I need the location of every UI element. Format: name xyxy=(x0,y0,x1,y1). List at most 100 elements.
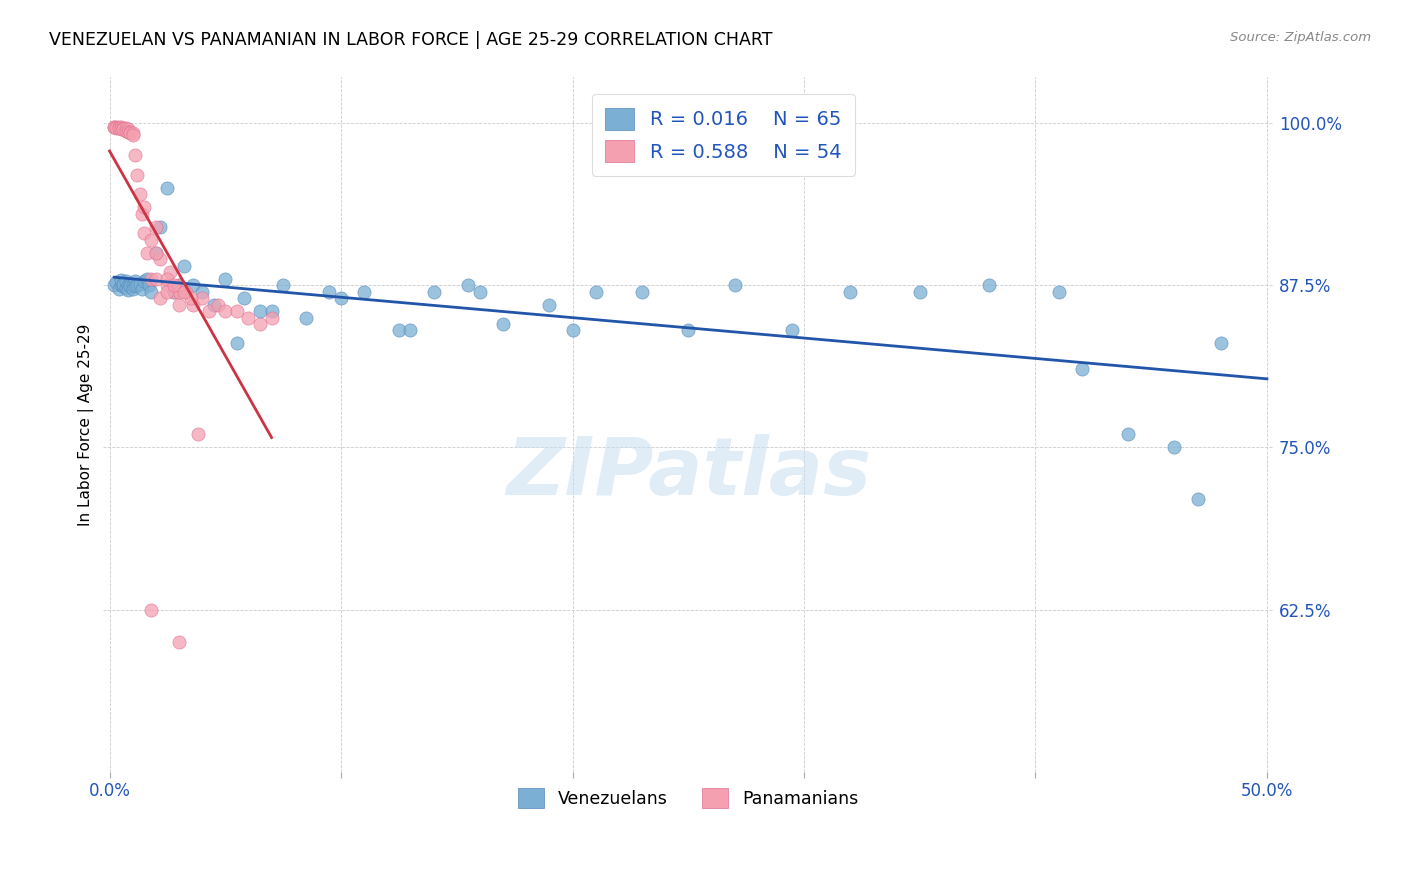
Point xyxy=(181,278,204,293)
Point xyxy=(110,122,132,136)
Point xyxy=(225,336,247,351)
Point xyxy=(121,282,143,296)
Point xyxy=(134,200,156,214)
Point xyxy=(468,285,491,299)
Point xyxy=(1047,285,1070,299)
Point xyxy=(388,324,411,338)
Point xyxy=(318,285,340,299)
Point xyxy=(110,273,132,287)
Point xyxy=(181,297,204,311)
Point xyxy=(979,278,1001,293)
Point xyxy=(128,277,150,291)
Point xyxy=(238,310,260,325)
Point xyxy=(156,285,179,299)
Point xyxy=(135,245,157,260)
Point xyxy=(114,274,136,288)
Point xyxy=(260,304,283,318)
Text: VENEZUELAN VS PANAMANIAN IN LABOR FORCE | AGE 25-29 CORRELATION CHART: VENEZUELAN VS PANAMANIAN IN LABOR FORCE … xyxy=(49,31,773,49)
Point xyxy=(105,120,128,134)
Text: ZIPatlas: ZIPatlas xyxy=(506,434,870,512)
Y-axis label: In Labor Force | Age 25-29: In Labor Force | Age 25-29 xyxy=(79,324,94,525)
Point xyxy=(180,291,202,305)
Point xyxy=(112,277,135,291)
Point xyxy=(103,120,125,134)
Point xyxy=(225,304,247,318)
Point xyxy=(131,207,153,221)
Point xyxy=(159,265,181,279)
Point xyxy=(156,180,179,194)
Point xyxy=(121,278,143,293)
Point xyxy=(214,271,236,285)
Point xyxy=(149,252,172,266)
Point xyxy=(128,187,150,202)
Point xyxy=(163,285,186,299)
Point xyxy=(117,125,139,139)
Point xyxy=(134,226,156,240)
Legend: Venezuelans, Panamanians: Venezuelans, Panamanians xyxy=(510,781,866,815)
Point xyxy=(120,126,142,140)
Point xyxy=(173,259,195,273)
Point xyxy=(908,285,931,299)
Point xyxy=(271,278,294,293)
Point xyxy=(585,285,607,299)
Point xyxy=(145,245,167,260)
Point xyxy=(330,291,353,305)
Point xyxy=(105,121,128,136)
Point xyxy=(112,279,135,293)
Point xyxy=(105,276,128,290)
Point xyxy=(457,278,479,293)
Point xyxy=(191,291,214,305)
Point xyxy=(167,278,190,293)
Point xyxy=(141,233,163,247)
Point xyxy=(120,279,142,293)
Point xyxy=(167,297,190,311)
Point xyxy=(127,278,149,293)
Point xyxy=(124,274,146,288)
Point xyxy=(103,120,125,134)
Point xyxy=(782,324,804,338)
Point xyxy=(114,281,136,295)
Point xyxy=(145,271,167,285)
Point xyxy=(260,310,283,325)
Point xyxy=(249,317,271,331)
Point xyxy=(198,304,221,318)
Point xyxy=(207,297,229,311)
Point xyxy=(295,310,318,325)
Point xyxy=(167,635,190,649)
Point xyxy=(135,271,157,285)
Point xyxy=(839,285,862,299)
Point xyxy=(1163,440,1185,454)
Point xyxy=(1209,336,1232,351)
Point xyxy=(186,427,208,442)
Point xyxy=(1116,427,1139,442)
Point xyxy=(191,285,214,299)
Point xyxy=(163,285,186,299)
Text: Source: ZipAtlas.com: Source: ZipAtlas.com xyxy=(1230,31,1371,45)
Point xyxy=(156,278,179,293)
Point xyxy=(422,285,444,299)
Point xyxy=(131,282,153,296)
Point xyxy=(117,278,139,293)
Point xyxy=(121,126,143,140)
Point xyxy=(114,123,136,137)
Point xyxy=(156,271,179,285)
Point xyxy=(110,278,132,293)
Point xyxy=(108,121,131,136)
Point xyxy=(163,278,186,293)
Point xyxy=(145,219,167,234)
Point xyxy=(249,304,271,318)
Point xyxy=(538,297,561,311)
Point xyxy=(167,278,190,293)
Point xyxy=(120,277,142,291)
Point xyxy=(353,285,375,299)
Point xyxy=(117,122,139,136)
Point xyxy=(117,283,139,297)
Point xyxy=(141,285,163,299)
Point xyxy=(124,148,146,162)
Point xyxy=(561,324,583,338)
Point xyxy=(167,285,190,299)
Point xyxy=(202,297,225,311)
Point xyxy=(145,245,167,260)
Point xyxy=(120,125,142,139)
Point xyxy=(108,120,131,134)
